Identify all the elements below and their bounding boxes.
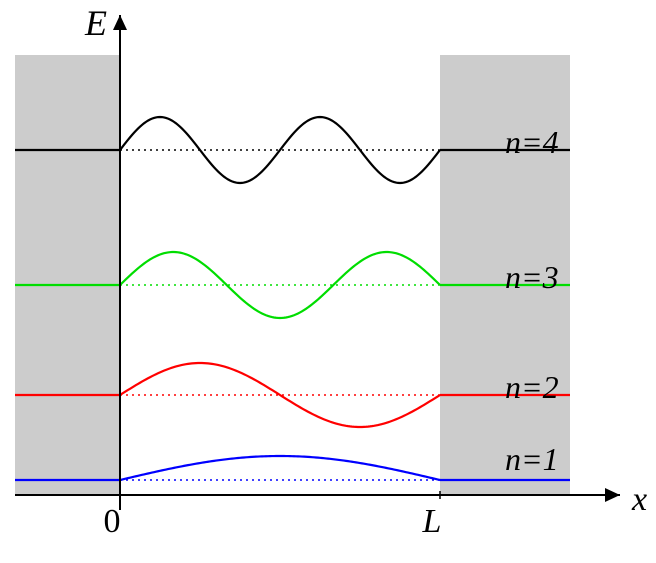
x-axis-label: x <box>631 481 647 518</box>
origin-label: 0 <box>104 503 121 540</box>
level-4-label: n=4 <box>505 124 559 160</box>
y-axis-label: E <box>84 3 107 43</box>
level-3-label: n=3 <box>505 259 559 295</box>
left-wall <box>15 55 120 495</box>
level-2-label: n=2 <box>505 369 559 405</box>
level-1-label: n=1 <box>505 441 559 477</box>
infinite-well-diagram: Ex 0 Ln=1 n=2 n=3 n=4 <box>0 0 656 563</box>
L-label: L <box>422 503 442 540</box>
